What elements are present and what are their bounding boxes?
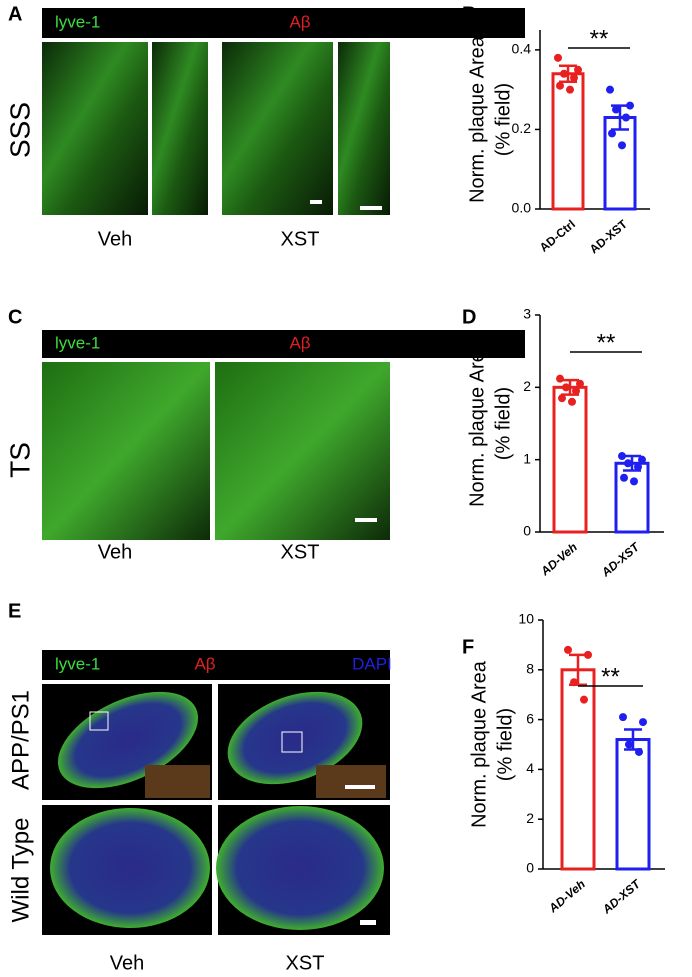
y-tick-label: 2 bbox=[523, 378, 531, 394]
data-point bbox=[639, 718, 647, 727]
y-tick-label: 3 bbox=[523, 306, 531, 322]
y-tick-label: 0 bbox=[523, 523, 531, 539]
bar bbox=[560, 668, 596, 871]
y-tick-label: 0.4 bbox=[512, 41, 532, 57]
panel-label: A bbox=[8, 3, 22, 25]
bar bbox=[614, 461, 650, 534]
data-point bbox=[556, 81, 564, 90]
channel-label: lyve-1 bbox=[55, 12, 100, 31]
data-point bbox=[570, 678, 578, 687]
panel-label: D bbox=[462, 306, 476, 328]
data-point bbox=[606, 85, 614, 94]
x-tick-label: AD-XST bbox=[587, 217, 631, 257]
data-point bbox=[556, 374, 564, 383]
x-tick-label: AD-Veh bbox=[545, 877, 588, 916]
column-label: XST bbox=[281, 541, 320, 563]
bar bbox=[551, 72, 585, 211]
y-tick-label: 0.0 bbox=[512, 200, 532, 216]
data-point bbox=[635, 747, 643, 756]
row-label: Wild Type bbox=[7, 818, 34, 923]
x-tick-label: AD-XST bbox=[599, 876, 644, 917]
data-point bbox=[554, 53, 562, 62]
column-label: Veh bbox=[98, 541, 132, 563]
data-point bbox=[584, 650, 592, 659]
y-axis-label: Norm. plaque Area bbox=[468, 660, 490, 828]
micrographs bbox=[42, 8, 525, 935]
x-tick-label: AD-Ctrl bbox=[537, 217, 578, 255]
column-label: Veh bbox=[98, 228, 132, 250]
data-point bbox=[568, 397, 576, 406]
y-tick-label: 0.2 bbox=[512, 120, 532, 136]
y-tick-label: 1 bbox=[523, 450, 531, 466]
data-point bbox=[626, 101, 634, 110]
data-point bbox=[619, 713, 627, 722]
y-axis-label: (% field) bbox=[492, 387, 514, 460]
significance: ** bbox=[601, 663, 620, 690]
data-point bbox=[638, 455, 646, 464]
column-label: Veh bbox=[110, 952, 144, 974]
data-point bbox=[580, 695, 588, 704]
column-label: XST bbox=[286, 952, 325, 974]
y-tick-label: 2 bbox=[526, 810, 534, 826]
panel-label: C bbox=[8, 306, 22, 328]
channel-label: Aβ bbox=[289, 12, 310, 31]
y-tick-label: 10 bbox=[518, 611, 534, 627]
panel-label: F bbox=[462, 636, 474, 658]
row-label: SSS bbox=[4, 102, 35, 158]
data-point bbox=[566, 85, 574, 94]
x-tick-label: AD-XST bbox=[598, 539, 643, 580]
data-point bbox=[560, 69, 568, 78]
data-point bbox=[570, 73, 578, 82]
data-point bbox=[562, 383, 570, 392]
data-point bbox=[576, 379, 584, 388]
data-point bbox=[564, 645, 572, 654]
y-axis-label: Norm. plaque Area bbox=[466, 35, 488, 203]
panel-label: B bbox=[462, 3, 476, 25]
data-point bbox=[558, 394, 566, 403]
row-label: TS bbox=[4, 442, 35, 478]
panel-label: E bbox=[8, 600, 21, 622]
y-tick-label: 8 bbox=[526, 661, 534, 677]
row-label: APP/PS1 bbox=[7, 690, 34, 790]
data-point bbox=[612, 105, 620, 114]
significance: ** bbox=[590, 25, 609, 52]
data-point bbox=[618, 452, 626, 461]
data-point bbox=[618, 141, 626, 150]
data-point bbox=[624, 459, 632, 468]
significance: ** bbox=[597, 329, 616, 356]
y-axis-label: Norm. plaque Area bbox=[466, 339, 488, 507]
data-point bbox=[622, 113, 630, 122]
y-tick-label: 6 bbox=[526, 710, 534, 726]
column-label: XST bbox=[281, 228, 320, 250]
channel-label: Aβ bbox=[194, 654, 215, 673]
data-point bbox=[574, 65, 582, 74]
channel-label: DAPI bbox=[352, 654, 392, 673]
y-axis-label: (% field) bbox=[494, 708, 516, 781]
channel-label: lyve-1 bbox=[55, 654, 100, 673]
y-tick-label: 4 bbox=[526, 760, 534, 776]
bar bbox=[552, 385, 588, 534]
channel-label: Aβ bbox=[289, 333, 310, 352]
data-point bbox=[608, 129, 616, 138]
channel-label: lyve-1 bbox=[55, 333, 100, 352]
data-point bbox=[625, 740, 633, 749]
y-axis-label: (% field) bbox=[492, 83, 514, 156]
data-point bbox=[572, 386, 580, 395]
bar bbox=[615, 738, 651, 871]
data-point bbox=[620, 473, 628, 482]
data-point bbox=[630, 477, 638, 486]
x-tick-label: AD-Veh bbox=[537, 540, 580, 579]
y-tick-label: 0 bbox=[526, 860, 534, 876]
data-point bbox=[634, 462, 642, 471]
